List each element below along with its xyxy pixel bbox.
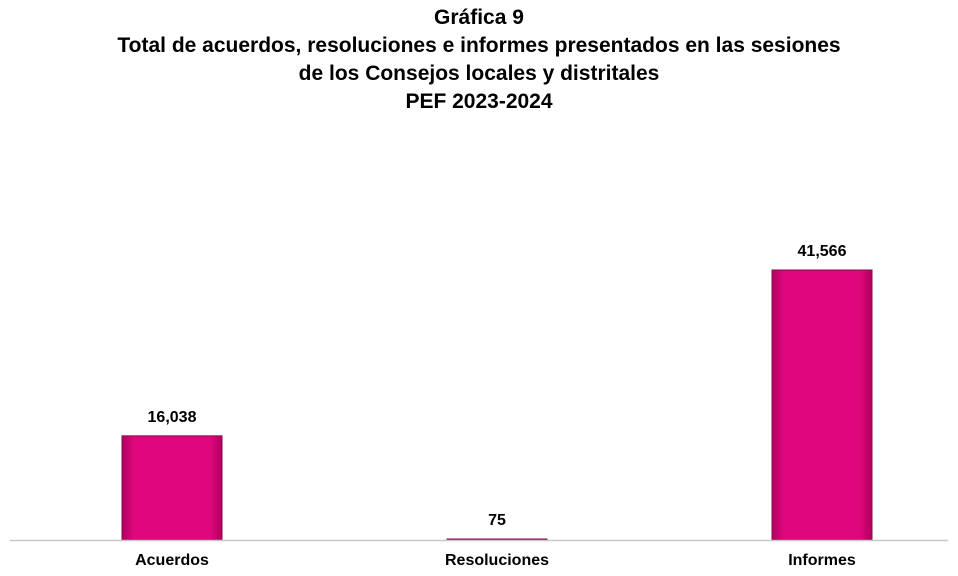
data-label-acuerdos: 16,038 <box>148 409 197 426</box>
data-label-resoluciones: 75 <box>488 512 506 529</box>
bar-acuerdos <box>121 435 223 541</box>
x-tick-label-acuerdos: Acuerdos <box>135 552 209 569</box>
x-tick-label-informes: Informes <box>788 552 856 569</box>
bar-informes <box>771 269 873 541</box>
chart-title-line-3: de los Consejos locales y distritales <box>298 62 660 85</box>
chart-title-line-1: Gráfica 9 <box>434 6 524 29</box>
data-label-informes: 41,566 <box>798 243 847 260</box>
chart-title: Gráfica 9 Total de acuerdos, resolucione… <box>0 4 958 116</box>
chart-title-line-2: Total de acuerdos, resoluciones e inform… <box>117 34 841 57</box>
x-tick-label-resoluciones: Resoluciones <box>445 552 549 569</box>
labels-layer: 16,038 Acuerdos 75 Resoluciones 41,566 Inform… <box>135 243 856 569</box>
bars-layer <box>121 269 873 541</box>
chart-title-line-4: PEF 2023-2024 <box>405 90 553 113</box>
